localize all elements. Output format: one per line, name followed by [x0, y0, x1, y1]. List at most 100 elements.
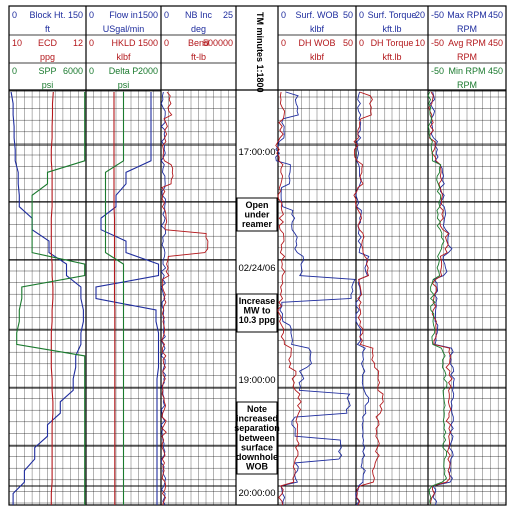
header-track1-curve-0: 0 Block Ht. 150 ft: [9, 10, 86, 36]
curve-name: Max RPM: [447, 10, 487, 20]
chart-grid: [8, 5, 507, 506]
curve-min-rpm: [427, 91, 448, 506]
curve-block-ht-: [10, 91, 84, 505]
time-label: 20:00:00: [239, 488, 276, 499]
curve-name: Delta P: [109, 66, 139, 76]
header-track1-curve-2: 0 SPP 6000 psi: [9, 66, 86, 92]
scale-max: 20: [415, 10, 425, 20]
curve-surf-torque: [355, 91, 370, 506]
header-track2-curve-2: 0 Delta P 2000 psi: [86, 66, 161, 92]
curve-name: NB Inc: [185, 10, 213, 20]
curve-name: Avg RPM: [448, 38, 486, 48]
note-line: increased: [236, 414, 278, 424]
scale-min: 0: [89, 10, 94, 20]
note-line: WOB: [246, 462, 268, 472]
curve-flow-in: [95, 92, 160, 505]
header-track6-curve-1: 0 DH Torque 10 kft.lb: [356, 38, 428, 64]
scale-min: -50: [431, 66, 444, 76]
curve-name: Bend: [188, 38, 209, 48]
note-box: [236, 197, 278, 232]
scale-min: 10: [12, 38, 22, 48]
scale-max: 6000: [63, 66, 83, 76]
curve-bend: [161, 91, 209, 506]
scale-min: 0: [89, 38, 94, 48]
curve-name: DH WOB: [299, 38, 336, 48]
scale-max: 2000: [138, 66, 158, 76]
scale-max: 25: [223, 10, 233, 20]
curve-unit: USgal/min: [103, 24, 145, 34]
note-box: [236, 293, 278, 333]
note-line: Note: [247, 404, 267, 414]
curve-unit: RPM: [457, 52, 477, 62]
time-label: 02/24/06: [239, 263, 276, 274]
curve-unit: kft.lb: [382, 24, 401, 34]
curve-unit: psi: [118, 80, 130, 90]
curve-name: Flow in: [109, 10, 138, 20]
curve-unit: ft-lb: [191, 52, 206, 62]
scale-min: -50: [431, 10, 444, 20]
scale-min: -50: [431, 38, 444, 48]
note-line: separation: [234, 423, 280, 433]
curve-name: DH Torque: [371, 38, 414, 48]
curve-surf-wob: [275, 91, 356, 506]
header-track7-curve-0: -50 Max RPM 450 RPM: [428, 10, 506, 36]
scale-max: 1500: [138, 10, 158, 20]
scale-max: 450: [488, 38, 503, 48]
note-line: between: [239, 433, 275, 443]
curve-unit: klbf: [116, 52, 131, 62]
curve-name: Block Ht.: [29, 10, 65, 20]
scale-min: 0: [164, 10, 169, 20]
curve-name: Surf. WOB: [295, 10, 338, 20]
scale-min: 0: [12, 66, 17, 76]
curve-unit: kft.lb: [382, 52, 401, 62]
header-track2-curve-0: 0 Flow in 1500 USgal/min: [86, 10, 161, 36]
depth-track: TM minutes 1:1800 17:00:00 02/24/06 19:00:…: [234, 12, 280, 499]
curve-layer: [10, 91, 455, 506]
curve-unit: RPM: [457, 24, 477, 34]
scale-min: 0: [164, 38, 169, 48]
note-box: [236, 401, 278, 475]
curve-hkld: [113, 92, 116, 505]
note-line: Open: [245, 200, 268, 210]
header-track5-curve-1: 0 DH WOB 50 klbf: [278, 38, 356, 64]
scale-max: 50: [343, 10, 353, 20]
header-track3-curve-0: 0 NB Inc 25 deg: [161, 10, 236, 36]
header-track7-curve-1: -50 Avg RPM 450 RPM: [428, 38, 506, 64]
curve-unit: klbf: [310, 24, 325, 34]
scale-min: 0: [359, 38, 364, 48]
header-track7-curve-2: -50 Min RPM 450 RPM: [428, 66, 506, 92]
curve-ecd: [50, 91, 54, 505]
note-line: Increase: [239, 296, 276, 306]
header-track1-curve-1: 10 ECD 12 ppg: [9, 38, 86, 64]
curve-name: ECD: [38, 38, 58, 48]
curve-delta-p: [104, 92, 125, 505]
curve-max-rpm: [429, 91, 455, 506]
scale-max: 150: [68, 10, 83, 20]
scale-min: 0: [281, 38, 286, 48]
scale-max: 12: [73, 38, 83, 48]
scale-min: 0: [12, 10, 17, 20]
curve-unit: deg: [191, 24, 206, 34]
curve-unit: RPM: [457, 80, 477, 90]
track-headers: 0 Block Ht. 150 ft 10 ECD 12 ppg 0 SPP 6000 psi 0 Flo…: [9, 10, 506, 92]
curve-name: SPP: [38, 66, 56, 76]
curve-unit: ppg: [40, 52, 55, 62]
scale-max: 50: [343, 38, 353, 48]
curve-dh-wob: [275, 91, 302, 506]
note-line: reamer: [242, 219, 273, 229]
curve-unit: klbf: [310, 52, 325, 62]
scale-min: 0: [359, 10, 364, 20]
note-line: surface: [241, 442, 273, 452]
note-line: downhole: [236, 452, 278, 462]
curve-unit: ft: [45, 24, 51, 34]
scale-max: 500000: [203, 38, 233, 48]
header-track2-curve-1: 0 HKLD 1500 klbf: [86, 38, 161, 64]
note-line: MW to: [244, 306, 271, 316]
scale-min: 0: [281, 10, 286, 20]
curve-name: HKLD: [111, 38, 136, 48]
